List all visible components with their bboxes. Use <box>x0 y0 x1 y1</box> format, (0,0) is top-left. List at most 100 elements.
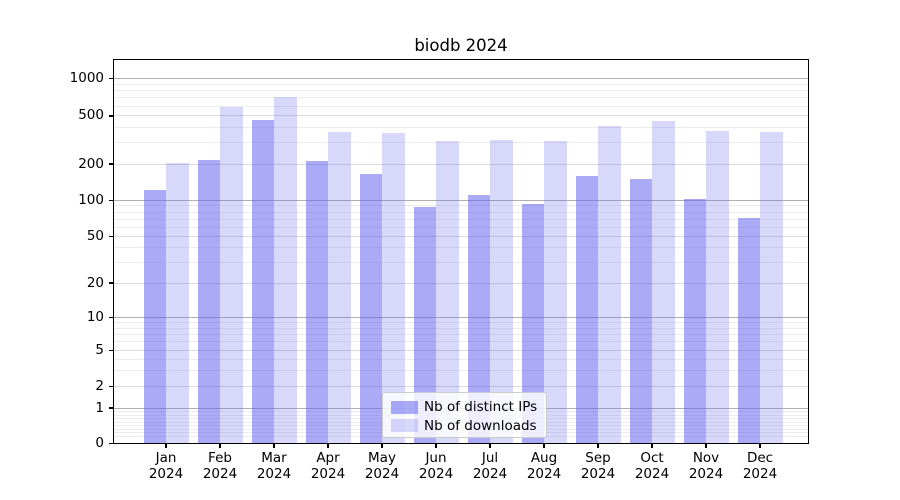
bar-downloads-mar <box>274 97 297 444</box>
gridline-60 <box>113 226 809 228</box>
y-tick-20 <box>108 282 113 284</box>
y-tick-label-1000: 1000 <box>69 69 104 86</box>
gridline-500 <box>113 115 809 117</box>
x-tick-oct <box>651 443 653 448</box>
x-tick-nov <box>705 443 707 448</box>
x-tick-apr <box>327 443 329 448</box>
gridline-10 <box>113 316 809 318</box>
bar-ips-mar <box>251 120 274 444</box>
x-tick-aug <box>543 443 545 448</box>
x-tick-feb <box>219 443 221 448</box>
x-tick-label-apr: Apr 2024 <box>310 449 346 483</box>
legend-item-distinct-ips: Nb of distinct IPs <box>391 398 546 417</box>
x-tick-label-dec: Dec 2024 <box>742 449 778 483</box>
x-tick-label-jul: Jul 2024 <box>472 449 508 483</box>
y-tick-200 <box>108 163 113 165</box>
x-tick-label-mar: Mar 2024 <box>256 449 292 483</box>
x-tick-label-jan: Jan 2024 <box>148 449 184 483</box>
legend-label-downloads: Nb of downloads <box>424 417 537 434</box>
gridline-20 <box>113 282 809 284</box>
bar-downloads-apr <box>328 132 351 444</box>
legend-item-downloads: Nb of downloads <box>391 417 546 436</box>
bar-downloads-aug <box>544 141 567 444</box>
y-tick-label-200: 200 <box>78 155 104 172</box>
bar-downloads-jun <box>436 141 459 444</box>
bar-downloads-may <box>382 133 405 444</box>
gridline-90 <box>113 205 809 207</box>
gridline-1000 <box>113 77 809 79</box>
y-tick-label-500: 500 <box>78 107 104 124</box>
x-tick-label-may: May 2024 <box>364 449 400 483</box>
gridline-70 <box>113 218 809 220</box>
x-tick-dec <box>759 443 761 448</box>
bar-downloads-jan <box>166 162 189 444</box>
x-tick-label-jun: Jun 2024 <box>418 449 454 483</box>
y-tick-label-2: 2 <box>95 378 104 395</box>
gridline-8 <box>113 327 809 329</box>
bar-ips-jun <box>413 206 436 444</box>
gridline-100 <box>113 199 809 201</box>
legend-label-distinct-ips: Nb of distinct IPs <box>424 399 538 416</box>
gridline-900 <box>113 83 809 85</box>
gridline-7 <box>113 333 809 335</box>
y-tick-1000 <box>108 77 113 80</box>
x-tick-may <box>381 443 383 448</box>
x-tick-mar <box>273 443 275 448</box>
bar-ips-jan <box>143 190 166 444</box>
gridline-3 <box>113 370 809 372</box>
legend-swatch-downloads <box>391 419 418 433</box>
x-tick-label-oct: Oct 2024 <box>634 449 670 483</box>
gridline-30 <box>113 261 809 263</box>
gridline-4 <box>113 358 809 360</box>
bar-downloads-sep <box>598 126 621 444</box>
x-tick-label-sep: Sep 2024 <box>580 449 616 483</box>
chart-title: biodb 2024 <box>414 36 508 55</box>
y-tick-500 <box>108 115 113 117</box>
y-tick-label-0: 0 <box>95 435 104 451</box>
gridline-50 <box>113 235 809 237</box>
y-tick-2 <box>108 385 113 388</box>
bar-ips-oct <box>629 179 652 444</box>
bars <box>113 59 809 444</box>
bar-downloads-nov <box>706 131 729 444</box>
y-tick-50 <box>108 235 113 238</box>
y-tick-0 <box>108 442 113 445</box>
plot-area <box>113 59 809 444</box>
gridline-9 <box>113 322 809 323</box>
x-tick-jul <box>489 443 491 448</box>
legend: Nb of distinct IPs Nb of downloads <box>382 392 547 438</box>
y-tick-label-50: 50 <box>86 227 104 244</box>
bar-downloads-feb <box>220 107 243 444</box>
gridline-2 <box>113 386 809 388</box>
bar-ips-nov <box>683 198 706 444</box>
gridline-400 <box>113 127 809 129</box>
bar-ips-dec <box>737 217 760 444</box>
bar-ips-feb <box>197 159 220 444</box>
y-tick-label-10: 10 <box>86 308 104 325</box>
gridline-80 <box>113 211 809 213</box>
bar-downloads-oct <box>652 120 675 444</box>
gridline-40 <box>113 247 809 249</box>
gridline-6 <box>113 341 809 343</box>
y-tick-label-5: 5 <box>95 341 104 358</box>
x-tick-jun <box>435 443 437 448</box>
gridline-700 <box>113 97 809 99</box>
x-tick-sep <box>597 443 599 448</box>
y-tick-100 <box>108 199 113 202</box>
bar-downloads-dec <box>760 132 783 444</box>
bar-ips-sep <box>575 176 598 444</box>
y-tick-5 <box>108 349 113 352</box>
x-tick-label-feb: Feb 2024 <box>202 449 238 483</box>
y-tick-1 <box>108 407 113 409</box>
gridline-200 <box>113 163 809 165</box>
bar-ips-apr <box>305 161 328 444</box>
y-tick-label-1: 1 <box>95 399 104 416</box>
bar-ips-aug <box>521 204 544 444</box>
gridline-600 <box>113 105 809 107</box>
gridline-800 <box>113 90 809 92</box>
y-tick-label-100: 100 <box>78 191 104 208</box>
gridline-300 <box>113 142 809 144</box>
bar-ips-may <box>359 174 382 444</box>
y-tick-label-20: 20 <box>86 274 104 291</box>
